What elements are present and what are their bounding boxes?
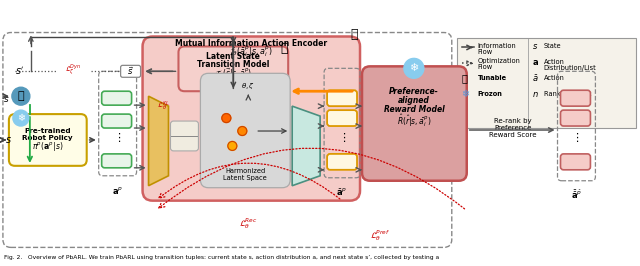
Text: $\vdots$: $\vdots$ — [572, 131, 580, 144]
FancyBboxPatch shape — [561, 110, 591, 126]
Text: Preference-: Preference- — [389, 87, 439, 96]
Text: $\theta,\zeta$: $\theta,\zeta$ — [241, 81, 255, 91]
Text: $\mathcal{L}_\theta^{Rec}$: $\mathcal{L}_\theta^{Rec}$ — [239, 216, 258, 231]
FancyBboxPatch shape — [102, 154, 132, 168]
Text: Information: Information — [477, 43, 516, 49]
FancyBboxPatch shape — [170, 121, 198, 151]
Text: 🔥: 🔥 — [280, 42, 288, 55]
Text: Re-rank by
Preference
Reward Score: Re-rank by Preference Reward Score — [489, 118, 536, 138]
Circle shape — [404, 59, 424, 78]
Text: Transition Model: Transition Model — [197, 60, 269, 69]
Text: $a_2^p$: $a_2^p$ — [111, 114, 122, 128]
Text: Flow: Flow — [477, 49, 493, 55]
FancyBboxPatch shape — [179, 47, 288, 91]
FancyBboxPatch shape — [9, 114, 86, 166]
Text: Latent Space: Latent Space — [223, 175, 267, 181]
Text: $a_n^p$: $a_n^p$ — [111, 154, 122, 168]
Text: $\bar{a}$: $\bar{a}$ — [532, 73, 538, 84]
FancyBboxPatch shape — [561, 154, 591, 170]
Text: $\sigma$: $\sigma$ — [181, 139, 188, 148]
FancyBboxPatch shape — [327, 110, 357, 126]
Text: State: State — [543, 43, 561, 49]
Text: $\mathcal{T}_\zeta(\vec{s}|s, \bar{a}_1^p)$: $\mathcal{T}_\zeta(\vec{s}|s, \bar{a}_1^… — [214, 67, 252, 81]
Text: $n$: $n$ — [532, 90, 538, 99]
Text: 🔥: 🔥 — [350, 28, 358, 41]
Text: $\mathbf{a}$: $\mathbf{a}$ — [532, 58, 539, 67]
FancyBboxPatch shape — [327, 154, 357, 170]
Text: Pre-trained: Pre-trained — [24, 128, 71, 134]
Text: $s$: $s$ — [5, 135, 12, 145]
Circle shape — [12, 87, 30, 105]
FancyBboxPatch shape — [327, 90, 357, 106]
FancyBboxPatch shape — [102, 91, 132, 105]
Text: $\mathbf{a}^p$: $\mathbf{a}^p$ — [112, 185, 124, 196]
Polygon shape — [148, 96, 168, 186]
Text: Mutual Information Action Encoder: Mutual Information Action Encoder — [175, 39, 327, 48]
Bar — [457, 39, 636, 128]
Text: $\bar{a}_1^{\hat{p}}$: $\bar{a}_1^{\hat{p}}$ — [570, 90, 580, 107]
Text: $\bar{a}_n^{\hat{p}}$: $\bar{a}_n^{\hat{p}}$ — [570, 154, 580, 170]
Text: ❄: ❄ — [17, 113, 25, 123]
Text: Distribution/List: Distribution/List — [543, 65, 596, 71]
Text: E: E — [153, 131, 161, 141]
Text: Harmonized: Harmonized — [225, 168, 266, 174]
FancyBboxPatch shape — [362, 66, 467, 181]
Text: $\bar{\bar{\mathbf{a}}}^{\hat{p}}$: $\bar{\bar{\mathbf{a}}}^{\hat{p}}$ — [571, 188, 582, 201]
Polygon shape — [292, 106, 320, 186]
Text: 🌍: 🌍 — [17, 91, 24, 101]
Text: $s'$: $s'$ — [15, 65, 24, 77]
Text: Flow: Flow — [477, 64, 493, 70]
Text: Fig. 2.   Overview of PbARL. We train PbARL using transition tuples: current sta: Fig. 2. Overview of PbARL. We train PbAR… — [4, 255, 439, 260]
Text: $\bar{a}_1^p$: $\bar{a}_1^p$ — [337, 91, 347, 106]
Text: ❄: ❄ — [409, 63, 419, 73]
Text: $\vdots$: $\vdots$ — [113, 131, 121, 144]
Text: $\mathcal{L}_\theta^{KL}$: $\mathcal{L}_\theta^{KL}$ — [157, 99, 170, 113]
Text: $\mathcal{L}_\theta^{Pref}$: $\mathcal{L}_\theta^{Pref}$ — [370, 228, 390, 243]
Text: Latent State: Latent State — [206, 52, 260, 61]
Text: $\bar{a}_n^p$: $\bar{a}_n^p$ — [337, 155, 347, 169]
Circle shape — [238, 127, 247, 135]
Text: Frozon: Frozon — [477, 91, 502, 97]
Text: Action: Action — [543, 75, 564, 81]
FancyBboxPatch shape — [120, 65, 141, 77]
Text: $\vec{s}$: $\vec{s}$ — [127, 65, 134, 77]
Text: $a_1^p$: $a_1^p$ — [111, 91, 122, 106]
Text: ❄: ❄ — [461, 89, 469, 99]
FancyBboxPatch shape — [200, 73, 290, 188]
Text: $\pi^p(\mathbf{a}^p|s)$: $\pi^p(\mathbf{a}^p|s)$ — [32, 140, 63, 153]
FancyBboxPatch shape — [561, 90, 591, 106]
Text: $\vdots$: $\vdots$ — [338, 131, 346, 144]
FancyBboxPatch shape — [143, 36, 360, 201]
Circle shape — [222, 114, 231, 123]
Text: Robot Policy: Robot Policy — [22, 135, 73, 141]
Text: $s$: $s$ — [532, 42, 538, 51]
Text: $\mu$: $\mu$ — [181, 123, 188, 134]
Text: $\mathcal{L}_\zeta^{Dyn}$: $\mathcal{L}_\zeta^{Dyn}$ — [65, 62, 81, 77]
Text: Ranking Index: Ranking Index — [543, 91, 591, 97]
Circle shape — [13, 110, 29, 126]
Text: $\hat{R}(\hat{r}|s, \bar{a}_i^p)$: $\hat{R}(\hat{r}|s, \bar{a}_i^p)$ — [397, 112, 431, 128]
Text: aligned: aligned — [398, 96, 430, 105]
Text: 🔥: 🔥 — [462, 73, 468, 83]
Text: Tunable: Tunable — [477, 75, 507, 81]
Text: $\bar{a}_2^{\hat{p}}$: $\bar{a}_2^{\hat{p}}$ — [570, 110, 580, 127]
Circle shape — [228, 142, 237, 150]
Text: $s$: $s$ — [3, 95, 10, 104]
Text: $f_\theta(\bar{a}_i^p|s, a_i^p)$: $f_\theta(\bar{a}_i^p|s, a_i^p)$ — [230, 44, 273, 59]
Text: Optimization: Optimization — [477, 58, 520, 64]
Text: D: D — [301, 139, 311, 149]
Text: $\bar{\mathbf{a}}^p$: $\bar{\mathbf{a}}^p$ — [337, 186, 348, 197]
FancyBboxPatch shape — [102, 114, 132, 128]
Text: Action: Action — [543, 59, 564, 65]
Text: Reward Model: Reward Model — [383, 105, 444, 114]
Text: $\bar{a}_2^p$: $\bar{a}_2^p$ — [337, 111, 347, 126]
